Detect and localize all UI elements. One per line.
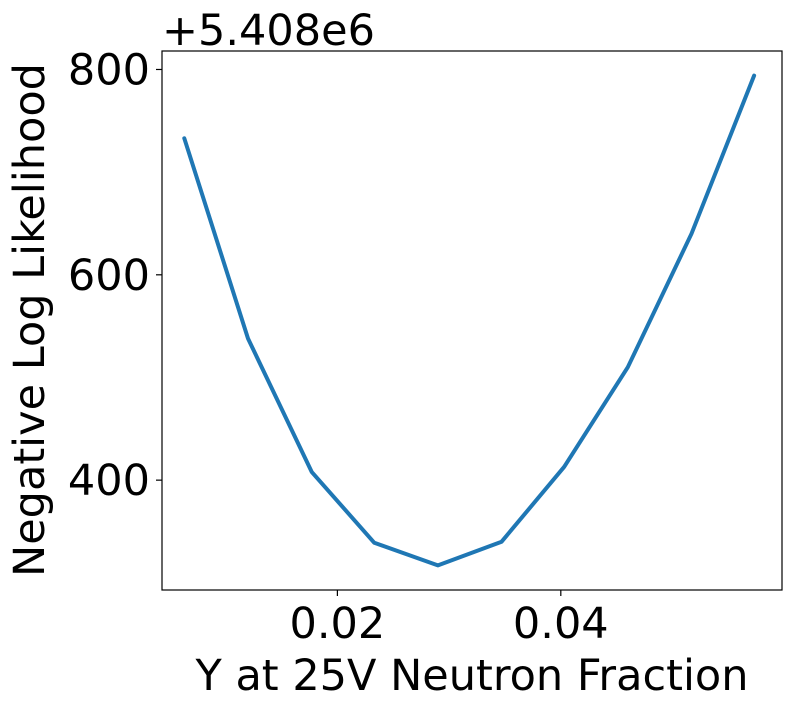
x-tick-label: 0.02 [290,599,386,649]
x-axis-label: Y at 25V Neutron Fraction [195,651,749,701]
x-tick-label: 0.04 [513,599,609,649]
y-tick-label: 800 [68,45,150,95]
series-line [182,73,757,568]
plot-frame [161,50,783,591]
y-tick-label: 600 [68,251,150,301]
y-axis-label: Negative Log Likelihood [5,63,55,577]
y-tick-label: 400 [68,456,150,506]
y-offset-label: +5.408e6 [162,6,375,56]
